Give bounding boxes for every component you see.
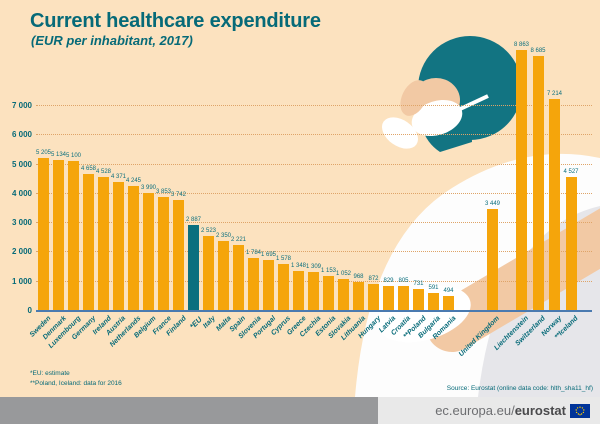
bar-value-label: 968 (353, 273, 364, 280)
bar-value-label: 1 695 (260, 252, 276, 259)
y-tick-label: 1 000 (11, 276, 32, 286)
x-axis-baseline (36, 310, 592, 312)
gridline-3000 (36, 222, 592, 224)
bar-value-label: 7 214 (546, 90, 562, 97)
bar-value-label: 8 863 (513, 42, 529, 49)
bar-switzerland (532, 55, 544, 310)
eurostat-url: ec.europa.eu/eurostat (435, 403, 566, 418)
bar-hungary (368, 284, 379, 310)
bar-value-label: 1 348 (290, 262, 306, 269)
gridline-4000 (36, 192, 592, 194)
bar-value-label: 3 990 (140, 185, 156, 192)
gridline-2000 (36, 251, 592, 253)
bar-value-label: 2 523 (200, 228, 216, 235)
person-cuff (381, 117, 419, 149)
y-tick-label: 7 000 (11, 100, 32, 110)
bar-spain (233, 244, 244, 310)
bar-germany (83, 173, 94, 310)
bar-portugal (263, 260, 274, 310)
gridline-7000 (36, 104, 592, 106)
bar-finland (173, 200, 184, 310)
chart-subtitle: (EUR per inhabitant, 2017) (31, 33, 193, 48)
bar-value-label: 1 153 (320, 268, 336, 275)
bar-value-label: 5 134 (50, 151, 66, 158)
bar-greece (293, 270, 304, 310)
eurostat-url-domain: ec.europa.eu/ (435, 403, 515, 418)
bar-luxembourg (68, 160, 79, 310)
bar-value-label: 731 (413, 280, 424, 287)
bar-iceland (565, 177, 577, 310)
bar-sweden (38, 157, 49, 310)
bar-value-label: 2 350 (215, 233, 231, 240)
face-mask (411, 99, 463, 137)
source-note: Source: Eurostat (online data code: hlth… (446, 385, 593, 392)
bar-value-label: 1 309 (305, 263, 321, 270)
bar-romania (443, 295, 454, 310)
y-tick-label: 5 000 (11, 159, 32, 169)
bar-value-label: 4 527 (563, 169, 579, 176)
bar-croatia (398, 286, 409, 310)
y-tick-label: 0 (27, 306, 32, 315)
bar-poland (413, 288, 424, 310)
bar-slovakia (338, 279, 349, 310)
bar-norway (549, 98, 560, 310)
gridline-5000 (36, 163, 592, 165)
y-tick-label: 6 000 (11, 130, 32, 140)
bar-value-label: 5 100 (65, 152, 81, 159)
bar-cyprus (278, 263, 289, 310)
bar-netherlands (128, 185, 139, 310)
bar-denmark (53, 159, 64, 310)
bar-latvia (383, 285, 394, 310)
footnotes: *EU: estimate **Poland, Iceland: data fo… (30, 369, 122, 389)
y-tick-label: 4 000 (11, 188, 32, 198)
bar-value-label: 872 (368, 276, 379, 283)
bar-value-label: 1 578 (275, 255, 291, 262)
footnote-eu: *EU: estimate (30, 370, 70, 377)
chart-title: Current healthcare expenditure (30, 10, 321, 32)
footer-left-block (0, 397, 378, 424)
bar-value-label: 1 052 (335, 271, 351, 278)
bar-value-label: 4 658 (80, 165, 96, 172)
bar-malta (218, 241, 229, 310)
bar-liechtenstein (516, 50, 527, 310)
bar-ireland (98, 177, 109, 310)
bar-value-label: 494 (443, 287, 454, 294)
footer-bar: ec.europa.eu/eurostat (0, 397, 600, 424)
bar-value-label: 829 (383, 277, 394, 284)
bar-italy (203, 236, 214, 310)
footer-right-block: ec.europa.eu/eurostat (378, 397, 600, 424)
bar-belgium (143, 193, 154, 310)
bar-value-label: 3 449 (484, 200, 500, 207)
footnote-poland-iceland: **Poland, Iceland: data for 2016 (30, 380, 122, 388)
bar-slovenia (248, 257, 259, 310)
bar-united-kingdom (487, 208, 498, 310)
y-tick-label: 3 000 (11, 218, 32, 228)
bar-value-label: 3 853 (155, 189, 171, 196)
bar-eu (188, 225, 199, 310)
bar-czechia (308, 271, 319, 310)
eurostat-url-brand: eurostat (514, 403, 566, 418)
gridline-6000 (36, 134, 592, 136)
bar-estonia (323, 276, 334, 310)
bar-value-label: 4 245 (125, 177, 141, 184)
bar-value-label: 4 371 (110, 173, 126, 180)
eu-flag-icon (570, 403, 590, 418)
bar-value-label: 2 221 (230, 236, 246, 243)
bar-value-label: 591 (428, 284, 439, 291)
bar-value-label: 5 205 (35, 149, 51, 156)
bar-bulgaria (428, 292, 439, 310)
bar-value-label: 3 742 (170, 192, 186, 199)
bar-value-label: 805 (398, 278, 409, 285)
person-hand (400, 80, 428, 116)
bar-value-label: 2 887 (185, 217, 201, 224)
bar-austria (113, 181, 124, 310)
bar-lithuania (353, 281, 364, 310)
mask-strap (457, 94, 489, 112)
bar-value-label: 8 685 (530, 47, 546, 54)
y-tick-label: 2 000 (11, 247, 32, 257)
bar-value-label: 1 784 (245, 249, 261, 256)
bar-france (158, 197, 169, 310)
bar-value-label: 4 528 (95, 169, 111, 176)
